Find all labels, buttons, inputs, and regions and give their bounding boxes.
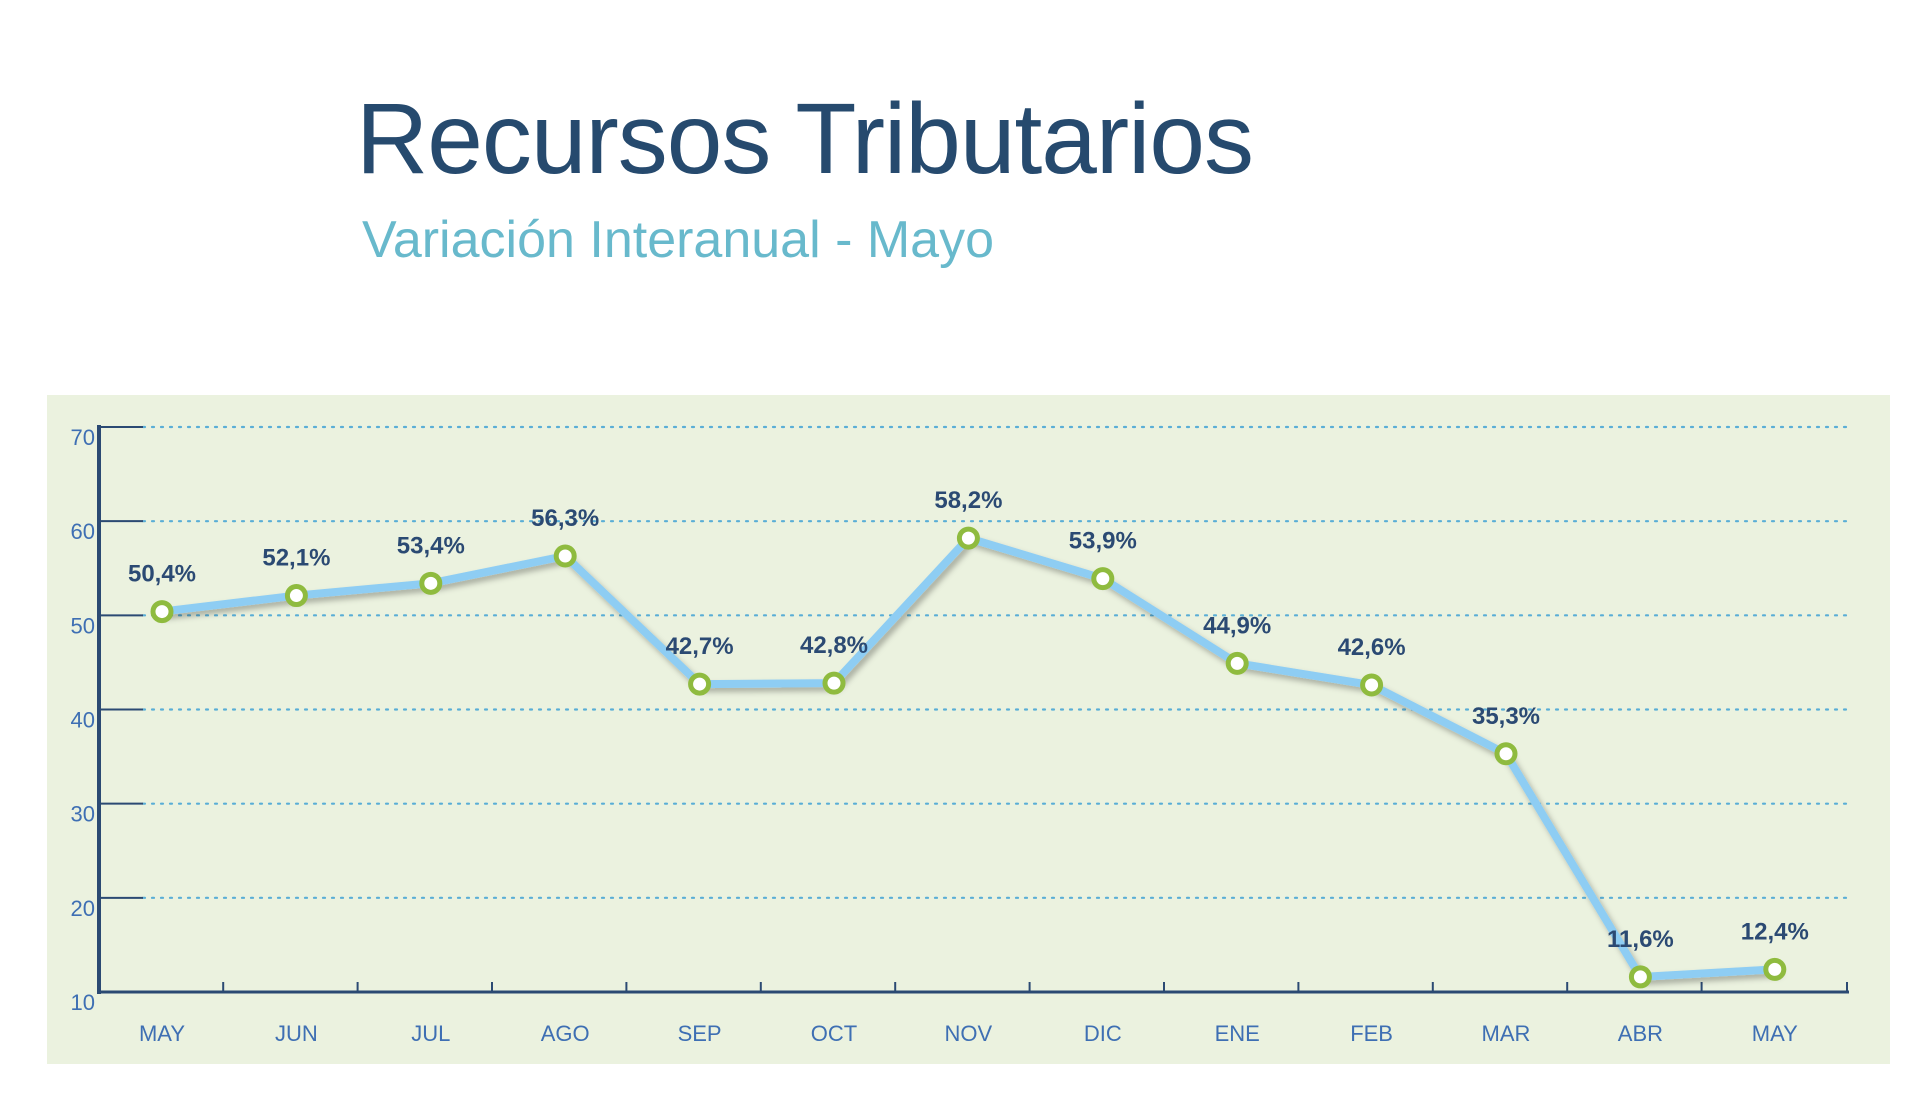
- x-tick-label: NOV: [945, 1021, 993, 1046]
- data-label: 50,4%: [128, 561, 196, 588]
- data-label: 56,3%: [531, 505, 599, 532]
- chart-panel: 10 20 30 40 50 60 70 MAY JUN JUL AGO SEP OCT NOV DIC EN…: [47, 395, 1890, 1064]
- x-tick-label: ABR: [1618, 1021, 1663, 1046]
- x-tick-label: DIC: [1084, 1021, 1122, 1046]
- data-point-marker: [956, 526, 980, 550]
- x-tick-label: MAR: [1482, 1021, 1531, 1046]
- data-label: 58,2%: [934, 487, 1002, 514]
- y-tick-label: 70: [71, 425, 95, 450]
- data-point-marker: [1628, 965, 1652, 989]
- x-tick-label: FEB: [1350, 1021, 1393, 1046]
- data-label: 35,3%: [1472, 703, 1540, 730]
- data-point-marker: [284, 584, 308, 608]
- data-point-marker: [1360, 673, 1384, 697]
- data-label: 42,8%: [800, 632, 868, 659]
- data-label: 53,9%: [1069, 528, 1137, 555]
- x-tick-label: ENE: [1215, 1021, 1260, 1046]
- data-label: 42,6%: [1338, 634, 1406, 661]
- data-point-marker: [1763, 957, 1787, 981]
- y-tick-label: 10: [71, 990, 95, 1015]
- x-tick-label: OCT: [811, 1021, 857, 1046]
- chart-title: Recursos Tributarios: [356, 83, 1254, 195]
- y-tick-label: 60: [71, 519, 95, 544]
- data-point-marker: [553, 544, 577, 568]
- data-point-marker: [1091, 567, 1115, 591]
- chart-subtitle: Variación Interanual - Mayo: [362, 211, 995, 269]
- data-label: 52,1%: [262, 545, 330, 572]
- data-label: 11,6%: [1607, 926, 1674, 953]
- x-tick-label: SEP: [678, 1021, 722, 1046]
- data-label: 42,7%: [666, 633, 734, 660]
- data-label: 12,4%: [1741, 918, 1809, 945]
- data-label: 53,4%: [397, 532, 465, 559]
- x-tick-label: JUL: [411, 1021, 450, 1046]
- y-tick-label: 20: [71, 896, 95, 921]
- y-tick-label: 40: [71, 708, 95, 733]
- y-tick-label: 50: [71, 613, 95, 638]
- x-tick-label: MAY: [139, 1021, 185, 1046]
- x-tick-label: MAY: [1752, 1021, 1798, 1046]
- line-chart: 10 20 30 40 50 60 70 MAY JUN JUL AGO SEP OCT NOV DIC EN…: [71, 425, 1849, 1046]
- data-label: 44,9%: [1203, 612, 1271, 639]
- data-point-marker: [1494, 742, 1518, 766]
- x-tick-label: AGO: [541, 1021, 590, 1046]
- data-point-marker: [688, 672, 712, 696]
- series-line: [158, 534, 1779, 981]
- data-point-marker: [150, 600, 174, 624]
- x-tick-label: JUN: [275, 1021, 318, 1046]
- data-point-marker: [1225, 651, 1249, 675]
- data-point-marker: [822, 671, 846, 695]
- data-point-marker: [419, 571, 443, 595]
- y-tick-label: 30: [71, 802, 95, 827]
